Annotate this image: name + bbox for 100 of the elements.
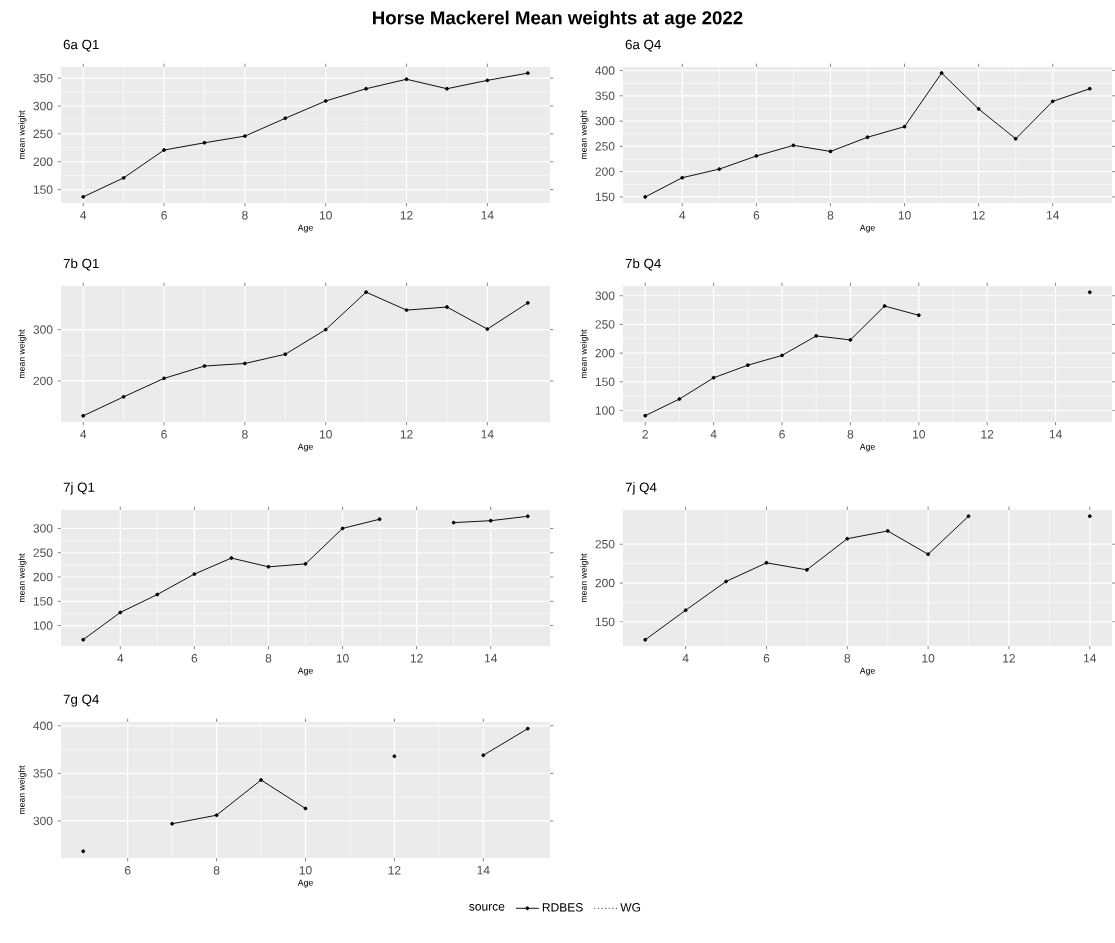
point: [323, 99, 328, 103]
point: [976, 107, 981, 111]
point: [303, 806, 308, 811]
point: [81, 849, 86, 854]
x-tick-label: 12: [972, 211, 985, 220]
point: [525, 514, 530, 519]
x-tick-label: 6: [191, 654, 198, 663]
x-tick-label: 12: [400, 430, 413, 439]
legend-title: source: [469, 904, 505, 911]
y-tick-label: 250: [595, 320, 615, 329]
point: [323, 327, 328, 332]
x-tick-label: 14: [481, 430, 494, 439]
y-tick-label: 300: [33, 524, 53, 533]
point: [364, 86, 369, 91]
chart-subtitle: 6a Q1: [63, 39, 99, 52]
y-tick-label: 150: [595, 192, 615, 202]
y-axis-title: mean weight: [18, 329, 27, 378]
x-tick-label: 8: [844, 654, 851, 663]
point: [162, 376, 166, 381]
x-tick-label: 8: [242, 211, 248, 220]
point: [966, 514, 971, 519]
x-axis-title: Age: [859, 667, 875, 676]
x-tick-label: 6: [161, 430, 167, 439]
x-tick-label: 8: [265, 654, 272, 663]
y-tick-label: 200: [33, 572, 53, 582]
point: [485, 327, 490, 332]
y-axis-title: mean weight: [18, 553, 27, 602]
x-tick-label: 12: [388, 866, 401, 875]
x-axis-title: Age: [859, 224, 875, 233]
x-tick-label: 10: [913, 430, 925, 439]
x-tick-label: 6: [779, 430, 785, 439]
point: [1087, 86, 1092, 91]
x-tick-label: 4: [710, 430, 717, 439]
point: [340, 526, 345, 531]
x-tick-label: 8: [827, 211, 834, 220]
x-tick-label: 12: [410, 654, 423, 663]
x-axis-title: Age: [859, 443, 875, 452]
point: [643, 194, 648, 199]
point: [885, 529, 890, 533]
x-tick-label: 14: [477, 866, 490, 875]
point: [242, 361, 247, 366]
point: [445, 305, 449, 309]
y-tick-label: 250: [595, 142, 615, 151]
point: [717, 167, 722, 172]
point: [754, 154, 759, 158]
point: [121, 394, 126, 399]
y-tick-label: 300: [595, 291, 615, 300]
y-axis-title: mean weight: [580, 553, 589, 602]
y-tick-label: 250: [33, 548, 53, 557]
point: [404, 77, 409, 82]
point: [118, 610, 123, 615]
x-tick-label: 6: [753, 211, 760, 220]
point: [303, 561, 308, 566]
point: [791, 143, 796, 148]
y-tick-label: 200: [595, 578, 615, 588]
point: [1087, 514, 1092, 519]
point: [202, 140, 207, 145]
point: [848, 337, 853, 342]
point: [170, 821, 175, 826]
point: [1087, 290, 1092, 295]
point: [939, 71, 944, 75]
point: [266, 564, 271, 569]
point: [680, 175, 685, 180]
x-tick-label: 12: [981, 430, 994, 439]
x-tick-label: 14: [1084, 654, 1097, 663]
point: [525, 71, 530, 76]
x-tick-label: 4: [80, 430, 87, 439]
x-tick-label: 12: [400, 211, 413, 220]
point: [926, 552, 931, 557]
point: [481, 753, 486, 758]
y-tick-label: 350: [33, 769, 53, 778]
x-tick-label: 4: [80, 211, 87, 220]
x-tick-label: 4: [682, 654, 689, 663]
y-tick-label: 250: [595, 539, 615, 549]
point: [81, 194, 86, 199]
point: [404, 308, 409, 313]
point: [162, 148, 166, 152]
point: [902, 124, 907, 129]
point: [525, 726, 530, 731]
point: [916, 313, 921, 318]
point: [121, 175, 126, 180]
point: [677, 397, 682, 401]
y-tick-label: 200: [595, 348, 615, 358]
y-tick-label: 250: [33, 129, 53, 139]
point: [488, 518, 493, 523]
y-tick-label: 100: [33, 621, 53, 630]
chart-title: Horse Mackerel Mean weights at age 2022: [373, 10, 743, 29]
x-tick-label: 10: [898, 211, 911, 220]
y-axis-title: mean weight: [580, 329, 589, 378]
x-tick-label: 8: [213, 866, 220, 875]
point: [229, 556, 234, 561]
y-tick-label: 350: [595, 91, 615, 101]
y-tick-label: 350: [33, 73, 53, 83]
point: [804, 567, 809, 572]
x-tick-label: 2: [642, 430, 648, 439]
x-tick-label: 14: [1046, 211, 1060, 220]
y-tick-label: 300: [595, 116, 615, 126]
x-axis-title: Age: [297, 443, 313, 452]
y-tick-label: 150: [595, 377, 615, 387]
point: [283, 352, 288, 357]
